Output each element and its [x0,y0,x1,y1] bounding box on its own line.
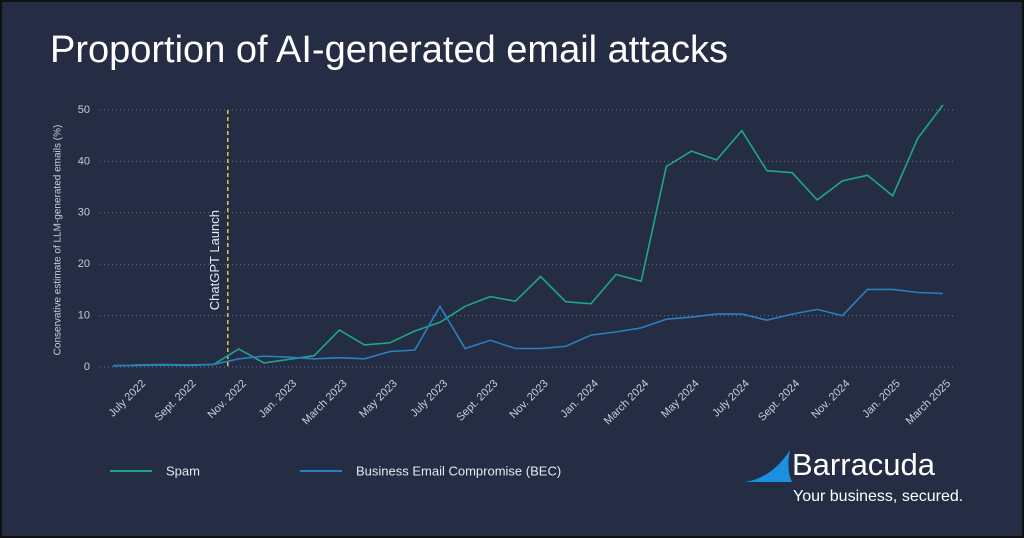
legend-label: Business Email Compromise (BEC) [356,463,561,478]
logo-icon [745,450,792,482]
y-tick-label: 50 [78,104,90,116]
y-axis-label: Conservative estimate of LLM-generated e… [53,125,64,356]
brand-name: Barracuda [792,447,936,482]
logo: Barracuda Your business, secured. [745,447,963,505]
y-tick-label: 30 [78,207,90,219]
brand-tagline: Your business, secured. [793,488,963,505]
legend-label: Spam [166,463,200,478]
series-line [113,104,944,367]
y-tick-label: 10 [78,310,90,322]
chart-title: Proportion of AI-generated email attacks [50,29,728,71]
y-tick-label: 20 [78,258,90,270]
y-tick-label: 0 [84,361,90,373]
annotation-label: ChatGPT Launch [207,210,222,310]
series-line [112,288,944,367]
y-tick-label: 40 [78,155,90,167]
